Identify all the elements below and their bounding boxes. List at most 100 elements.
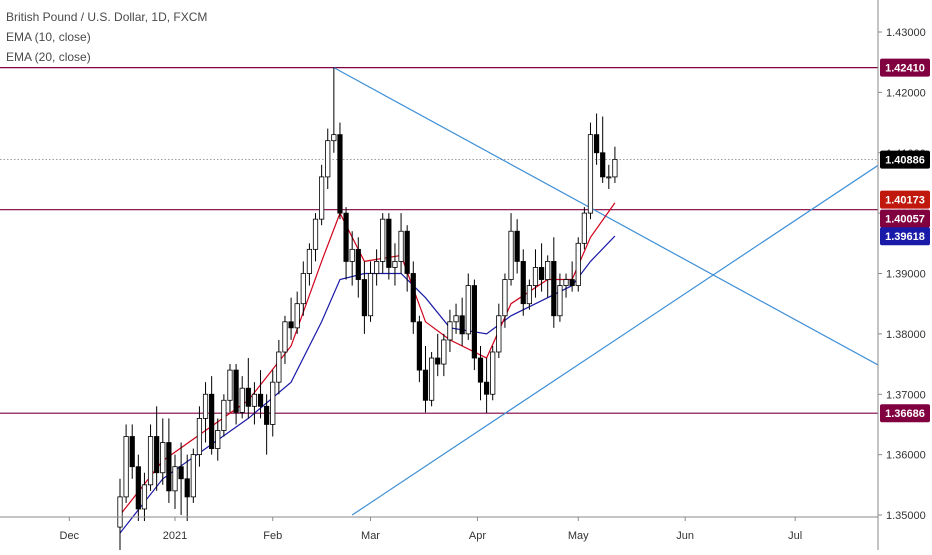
candle-body — [141, 484, 148, 510]
price-label-text: 1.42410 — [885, 63, 925, 75]
candle-body — [294, 303, 300, 329]
candle-body — [593, 134, 600, 154]
candle-body — [282, 321, 288, 353]
candle-body — [416, 321, 422, 371]
candle-body — [319, 176, 325, 220]
candle-body — [386, 218, 392, 268]
price-label-badge — [880, 150, 930, 169]
candle-body — [135, 466, 141, 510]
candle-body — [508, 230, 514, 280]
candle-body — [545, 261, 551, 280]
time-tick-label: 2021 — [163, 530, 187, 542]
candle-body — [306, 248, 313, 274]
candle-body — [429, 357, 435, 401]
candle-body — [215, 430, 221, 449]
candle-body — [551, 261, 557, 317]
price-tick-label: 1.35000 — [886, 510, 926, 522]
candle-body — [441, 339, 447, 365]
candle-body — [160, 442, 166, 474]
candle-body — [129, 436, 135, 468]
time-tick-label: May — [568, 530, 589, 542]
candle-body — [410, 273, 416, 323]
candle-body — [227, 369, 233, 401]
candle-body — [276, 351, 282, 383]
indicator-ema-10: EMA (10, close) — [6, 30, 91, 44]
candle-body — [380, 218, 386, 262]
candle-body — [361, 279, 368, 317]
candle-body — [514, 230, 520, 262]
candle-body — [270, 381, 276, 425]
candle-body — [257, 393, 264, 407]
candle-body — [600, 152, 606, 178]
price-label-text: 1.39618 — [885, 231, 925, 243]
candle-body — [312, 218, 319, 250]
candle-body — [221, 399, 227, 431]
time-tick-label: Dec — [60, 530, 80, 542]
candle-body — [190, 454, 196, 498]
candle-body — [490, 351, 496, 395]
candle-body — [526, 285, 532, 305]
price-label-badge — [880, 58, 930, 77]
candle-body — [367, 273, 374, 317]
price-label-badge — [880, 227, 930, 246]
candle-body — [154, 436, 160, 474]
price-label-text: 1.36686 — [885, 408, 925, 420]
candle-body — [343, 212, 349, 262]
price-tick-label: 1.43000 — [886, 27, 926, 39]
candle-body — [447, 321, 453, 341]
candle-body — [123, 436, 129, 498]
candle-body — [374, 261, 380, 274]
candle-body — [538, 267, 545, 280]
time-tick-label: Apr — [469, 530, 486, 542]
candle-body — [532, 267, 539, 286]
candle-body — [404, 230, 410, 274]
candle-body — [251, 393, 258, 407]
candle-body — [520, 261, 526, 305]
price-tick-label: 1.37000 — [886, 389, 926, 401]
time-tick-label: Jun — [676, 530, 694, 542]
candle-body — [288, 321, 294, 329]
candle-body — [355, 248, 361, 280]
candle-body — [483, 381, 490, 395]
price-tick-label: 1.36000 — [886, 450, 926, 462]
candle-body — [587, 134, 594, 214]
candle-body — [465, 285, 471, 335]
candle-body — [398, 230, 404, 262]
candle-body — [496, 315, 502, 353]
candle-body — [477, 357, 484, 383]
candle-body — [233, 369, 239, 413]
candle-body — [300, 273, 306, 305]
candle-body — [435, 357, 441, 365]
candle-body — [453, 315, 459, 323]
time-tick-label: Feb — [263, 530, 282, 542]
price-label-badge — [880, 404, 930, 423]
candle-body — [606, 176, 612, 179]
candle-body — [331, 134, 337, 142]
candle-body — [202, 393, 209, 419]
candle-body — [575, 242, 581, 286]
candle-body — [239, 387, 245, 413]
descending-trendline[interactable] — [333, 67, 932, 452]
candle-body — [147, 436, 154, 486]
price-tick-label: 1.42000 — [886, 87, 926, 99]
price-label-badge — [880, 209, 930, 228]
price-tick-label: 1.38000 — [886, 329, 926, 341]
price-tick-label: 1.39000 — [886, 269, 926, 281]
chart-legend: British Pound / U.S. Dollar, 1D, FXCM EM… — [6, 7, 207, 67]
candle-body — [392, 261, 398, 268]
candle-body — [581, 212, 587, 244]
candle-body — [184, 478, 190, 498]
price-label-text: 1.40173 — [885, 195, 925, 207]
candle-body — [117, 496, 123, 528]
candle-body — [569, 279, 575, 286]
candle-body — [349, 248, 355, 262]
trendline-group — [333, 67, 932, 516]
ascending-trendline[interactable] — [351, 80, 932, 516]
candle-body — [178, 466, 184, 480]
candle-body — [502, 279, 508, 317]
candle-body — [166, 442, 172, 492]
candle-body — [459, 315, 465, 335]
price-label-text: 1.40886 — [885, 155, 925, 167]
